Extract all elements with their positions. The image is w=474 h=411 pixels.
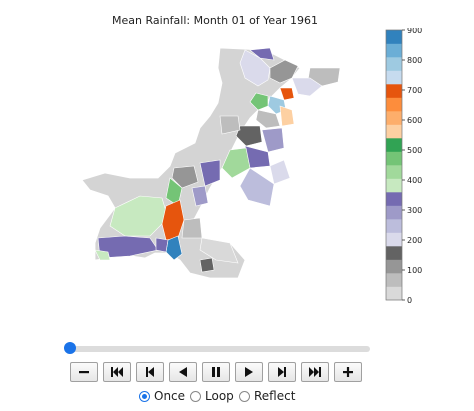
- colorbar-tick-label: 100: [407, 266, 422, 275]
- colorbar-cell: [386, 138, 402, 152]
- region: [255, 109, 281, 129]
- step-back-icon: [146, 367, 154, 377]
- colorbar-cell: [386, 286, 402, 301]
- region: [94, 249, 111, 261]
- colorbar-cell: [386, 219, 402, 233]
- region: [279, 87, 295, 101]
- colorbar-cell: [386, 165, 402, 179]
- radio-once[interactable]: Once: [139, 389, 185, 403]
- region: [221, 147, 251, 179]
- plus-icon: [343, 367, 353, 377]
- region: [191, 185, 209, 207]
- colorbar-cell: [386, 30, 402, 44]
- colorbar-cell: [386, 246, 402, 260]
- colorbar-cell: [386, 151, 402, 166]
- region: [239, 167, 275, 207]
- step-forward-icon: [278, 367, 286, 377]
- radio-reflect-label: Reflect: [254, 389, 296, 403]
- colorbar-cell: [386, 70, 402, 85]
- first-frame-button[interactable]: [103, 362, 131, 382]
- colorbar-cells: [386, 30, 402, 301]
- faster-button[interactable]: [334, 362, 362, 382]
- region: [181, 217, 203, 239]
- previous-frame-button[interactable]: [136, 362, 164, 382]
- play-button[interactable]: [235, 362, 263, 382]
- colorbar-cell: [386, 178, 402, 193]
- colorbar-tick-label: 200: [407, 236, 422, 245]
- region: [171, 165, 199, 189]
- colorbar-cell: [386, 192, 402, 206]
- region: [199, 237, 239, 264]
- region: [261, 127, 285, 153]
- region: [239, 49, 271, 87]
- colorbar-ticks: 0 100 200 300 400 500 600 700 800 900: [402, 28, 422, 304]
- pause-button[interactable]: [202, 362, 230, 382]
- colorbar-cell: [386, 124, 402, 139]
- colorbar-tick-label: 500: [407, 146, 422, 155]
- colorbar-cell: [386, 259, 402, 274]
- radio-reflect[interactable]: Reflect: [239, 389, 295, 403]
- plot-title: Mean Rainfall: Month 01 of Year 1961: [112, 14, 318, 27]
- colorbar-tick-label: 0: [407, 296, 412, 304]
- region: [199, 257, 215, 273]
- colorbar-tick-label: 400: [407, 176, 422, 185]
- region: [219, 115, 241, 135]
- region: [199, 159, 221, 187]
- play-reverse-button[interactable]: [169, 362, 197, 382]
- radio-loop[interactable]: Loop: [190, 389, 234, 403]
- radio-once-label: Once: [154, 389, 186, 403]
- rainfall-map: [81, 47, 341, 279]
- colorbar: 0 100 200 300 400 500 600 700 800 900: [385, 28, 422, 304]
- region: [249, 47, 275, 61]
- colorbar-tick-label: 300: [407, 206, 422, 215]
- radio-once-indicator[interactable]: [139, 390, 150, 402]
- colorbar-cell: [386, 111, 402, 125]
- region: [249, 92, 269, 111]
- play-icon: [245, 367, 253, 377]
- skip-to-start-icon: [111, 367, 123, 377]
- pause-icon: [212, 367, 220, 377]
- radio-reflect-indicator[interactable]: [239, 390, 250, 402]
- radio-loop-label: Loop: [205, 389, 234, 403]
- last-frame-button[interactable]: [301, 362, 329, 382]
- colorbar-cell: [386, 57, 402, 71]
- colorbar-tick-label: 800: [407, 56, 422, 65]
- region: [269, 159, 291, 185]
- region: [235, 125, 263, 147]
- colorbar-cell: [386, 97, 402, 112]
- slower-button[interactable]: [70, 362, 98, 382]
- next-frame-button[interactable]: [268, 362, 296, 382]
- colorbar-cell: [386, 273, 402, 287]
- colorbar-cell: [386, 43, 402, 58]
- colorbar-tick-label: 900: [407, 28, 422, 35]
- frame-slider-thumb[interactable]: [64, 342, 76, 354]
- colorbar-tick-label: 600: [407, 116, 422, 125]
- region: [155, 237, 169, 253]
- colorbar-cell: [386, 232, 402, 247]
- region: [109, 195, 169, 237]
- region: [291, 77, 323, 97]
- region: [279, 105, 295, 127]
- minus-icon: [79, 371, 89, 374]
- frame-slider-track[interactable]: [70, 346, 370, 352]
- play-reverse-icon: [179, 367, 187, 377]
- colorbar-cell: [386, 84, 402, 98]
- radio-loop-indicator[interactable]: [190, 390, 201, 402]
- colorbar-tick-label: 700: [407, 86, 422, 95]
- colorbar-cell: [386, 205, 402, 220]
- skip-to-end-icon: [309, 367, 321, 377]
